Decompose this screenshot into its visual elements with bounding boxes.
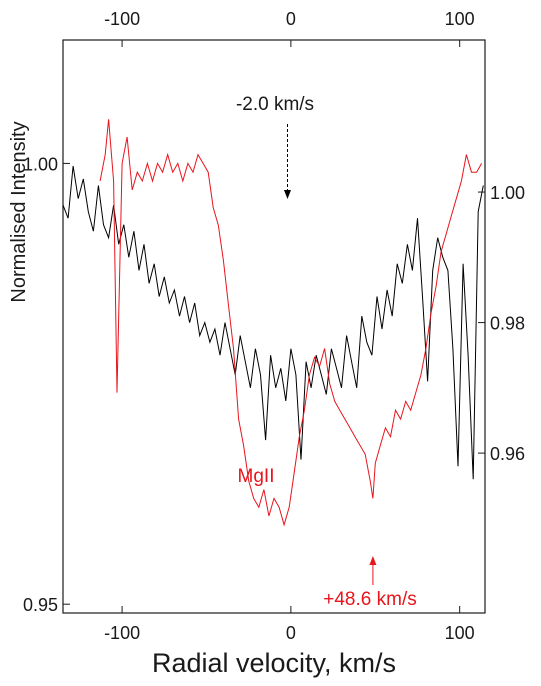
annotation-species-label: MgII (238, 466, 275, 487)
annotation-velocity-top: -2.0 km/s (236, 94, 314, 115)
x-tick-label-top: 100 (445, 9, 475, 29)
top-x-axis: -100 0 100 (104, 9, 475, 47)
y-tick-label-right: 0.96 (490, 444, 525, 464)
annotation-arrow-bottom-head (369, 556, 377, 565)
annotation-arrow-top-head (284, 190, 292, 199)
y-tick-label-right: 1.00 (490, 183, 525, 203)
bottom-x-axis: -100 0 100 (104, 606, 475, 643)
x-tick-label-bottom: 100 (445, 623, 475, 643)
x-tick-label-bottom: 0 (286, 623, 296, 643)
left-y-axis: 0.95 1.00 (23, 154, 70, 615)
series-line-top (62, 165, 484, 480)
right-y-axis: 0.96 0.98 1.00 (478, 183, 525, 464)
x-tick-label-bottom: -100 (104, 623, 140, 643)
plot-frame (62, 39, 486, 614)
x-axis-title: Radial velocity, km/s (152, 648, 396, 678)
y-tick-label-right: 0.98 (490, 314, 525, 334)
annotation-velocity-bottom: +48.6 km/s (323, 589, 416, 610)
series-line-bottom (99, 119, 483, 527)
x-tick-label-top: -100 (104, 9, 140, 29)
y-axis-title: Normalised Intensity (8, 121, 30, 302)
y-tick-label-left: 1.00 (23, 154, 58, 174)
y-tick-label-left: 0.95 (23, 595, 58, 615)
x-tick-label-top: 0 (286, 9, 296, 29)
